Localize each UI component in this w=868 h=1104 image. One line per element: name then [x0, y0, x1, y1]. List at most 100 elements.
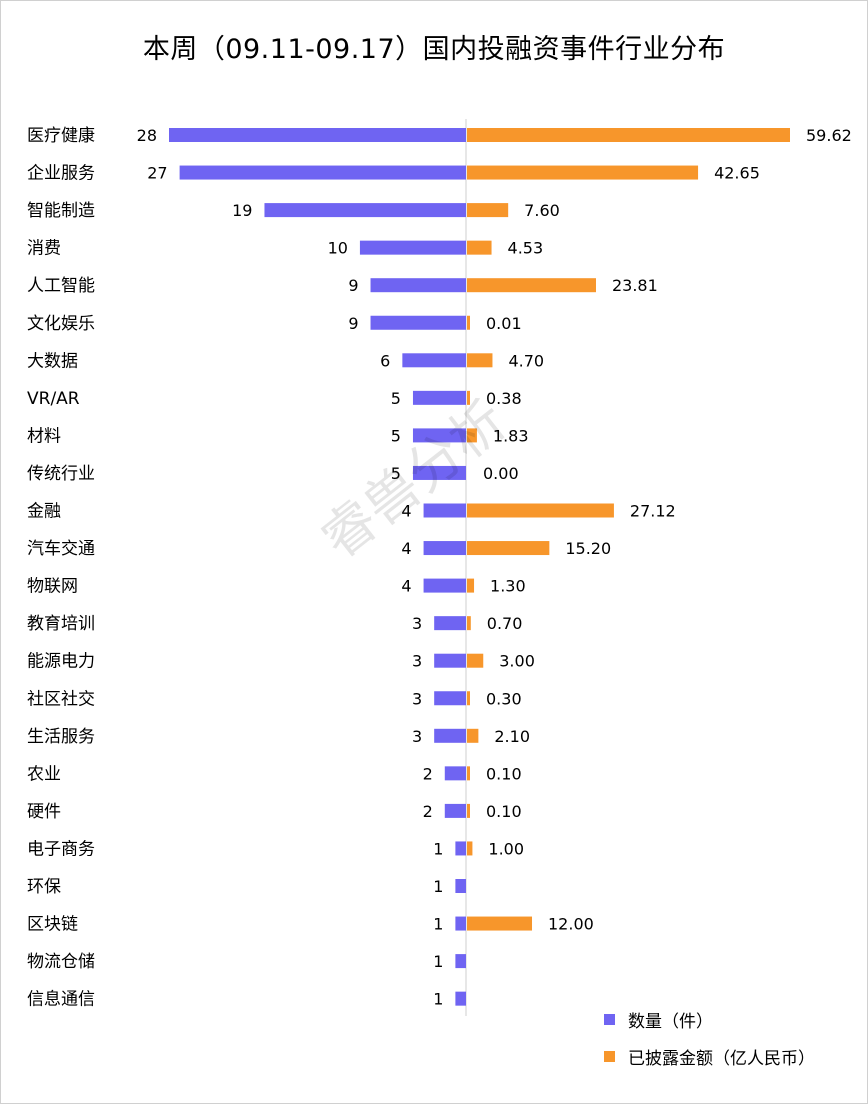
- legend-item-count: 数量（件）: [604, 1001, 815, 1038]
- count-bar: [412, 465, 466, 480]
- legend-swatch-amount: [604, 1051, 615, 1062]
- legend-item-amount: 已披露金额（亿人民币）: [604, 1038, 815, 1075]
- amount-bar: [467, 803, 470, 818]
- count-bar: [455, 879, 466, 893]
- count-value-label: 2: [423, 764, 433, 783]
- count-value-label: 9: [348, 314, 358, 333]
- amount-value-label: 3.00: [499, 652, 535, 671]
- category-label: 区块链: [27, 915, 78, 935]
- count-bar: [423, 578, 466, 593]
- amount-value-label: 2.10: [494, 727, 530, 746]
- category-label: 信息通信: [27, 990, 95, 1010]
- amount-value-label: 1.30: [490, 577, 526, 596]
- chart-title: 本周（09.11-09.17）国内投融资事件行业分布: [142, 34, 726, 65]
- amount-value-label: 0.70: [487, 614, 523, 633]
- amount-value-label: 0.10: [486, 802, 522, 821]
- count-bar: [455, 841, 466, 856]
- amount-bar: [467, 203, 509, 218]
- category-label: VR/AR: [27, 389, 80, 409]
- count-bar: [455, 916, 466, 931]
- category-label: 生活服务: [27, 727, 95, 747]
- amount-bar: [467, 128, 790, 142]
- count-value-label: 1: [433, 877, 443, 896]
- count-bar: [444, 766, 466, 781]
- count-value-label: 1: [433, 839, 443, 858]
- count-bar: [455, 991, 466, 1006]
- count-bar: [402, 353, 466, 368]
- count-value-label: 3: [412, 689, 422, 708]
- count-value-label: 1: [433, 990, 443, 1009]
- count-bar: [434, 653, 466, 668]
- count-bar: [434, 616, 466, 631]
- count-bar: [455, 954, 466, 969]
- category-label: 物联网: [27, 577, 78, 597]
- category-label: 传统行业: [27, 464, 95, 484]
- count-bar: [423, 541, 466, 556]
- count-value-label: 3: [412, 652, 422, 671]
- count-value-label: 1: [433, 915, 443, 934]
- legend-swatch-count: [604, 1014, 615, 1025]
- count-bar: [370, 278, 466, 293]
- amount-bar: [467, 578, 475, 593]
- amount-value-label: 0.10: [486, 764, 522, 783]
- category-label: 能源电力: [27, 652, 95, 672]
- amount-value-label: 12.00: [548, 915, 594, 934]
- count-value-label: 9: [348, 276, 358, 295]
- count-bar: [359, 240, 466, 255]
- amount-bar: [467, 541, 550, 556]
- category-label: 大数据: [27, 351, 78, 371]
- amount-value-label: 4.53: [508, 239, 544, 258]
- amount-value-label: 59.62: [806, 126, 852, 145]
- amount-value-label: 4.70: [508, 351, 544, 370]
- category-label: 汽车交通: [27, 539, 95, 559]
- category-label: 物流仓储: [27, 952, 95, 972]
- amount-value-label: 7.60: [524, 201, 560, 220]
- legend: 数量（件） 已披露金额（亿人民币）: [604, 1001, 815, 1075]
- category-label: 硬件: [27, 802, 61, 822]
- count-bar: [423, 503, 466, 518]
- category-label: 电子商务: [27, 839, 95, 859]
- legend-label-amount: 已披露金额（亿人民币）: [628, 1049, 815, 1069]
- count-value-label: 28: [137, 126, 157, 145]
- amount-bar: [467, 691, 470, 706]
- amount-bar: [467, 766, 470, 781]
- category-label: 人工智能: [27, 276, 95, 296]
- amount-value-label: 27.12: [630, 502, 676, 521]
- amount-value-label: 42.65: [714, 164, 760, 183]
- count-bar: [434, 691, 466, 706]
- count-value-label: 4: [401, 539, 411, 558]
- amount-value-label: 23.81: [612, 276, 658, 295]
- amount-bar: [467, 353, 493, 368]
- count-bar: [444, 803, 466, 818]
- amount-bar: [467, 841, 473, 856]
- amount-bar: [467, 916, 533, 931]
- count-value-label: 3: [412, 614, 422, 633]
- count-bar: [412, 390, 466, 405]
- count-bar: [179, 165, 466, 180]
- count-value-label: 2: [423, 802, 433, 821]
- category-label: 金融: [27, 502, 61, 522]
- category-label: 企业服务: [27, 164, 95, 184]
- amount-value-label: 15.20: [565, 539, 611, 558]
- count-value-label: 4: [401, 502, 411, 521]
- count-value-label: 1: [433, 952, 443, 971]
- category-label: 医疗健康: [27, 126, 95, 146]
- amount-value-label: 0.38: [486, 389, 522, 408]
- category-label: 社区社交: [27, 689, 95, 709]
- count-value-label: 5: [391, 389, 401, 408]
- count-value-label: 10: [328, 239, 348, 258]
- count-value-label: 5: [391, 464, 401, 483]
- amount-bar: [467, 165, 699, 180]
- category-label: 消费: [27, 239, 61, 259]
- amount-bar: [467, 390, 470, 405]
- count-bar: [264, 203, 466, 218]
- count-bar: [169, 128, 466, 142]
- amount-bar: [467, 428, 477, 443]
- count-value-label: 27: [147, 164, 167, 183]
- count-bar: [412, 428, 466, 443]
- count-value-label: 19: [232, 201, 252, 220]
- count-value-label: 5: [391, 426, 401, 445]
- count-bar: [370, 315, 466, 330]
- amount-bar: [467, 278, 596, 293]
